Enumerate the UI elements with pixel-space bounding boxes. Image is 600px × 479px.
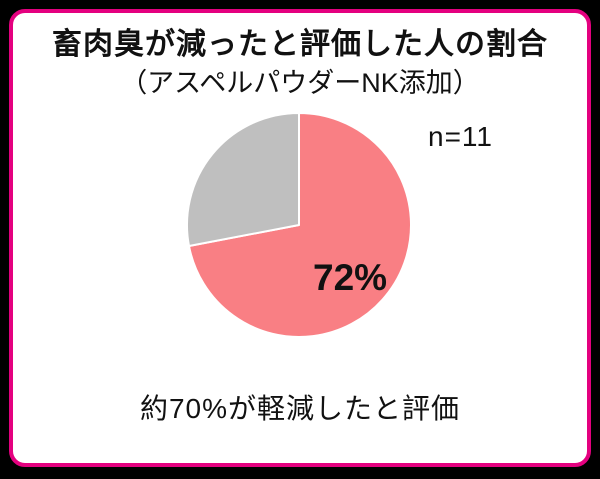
- sample-size-label: n=11: [428, 121, 493, 153]
- chart-area: n=11 72%: [13, 105, 587, 365]
- chart-caption: 約70%が軽減したと評価: [139, 393, 461, 425]
- pie-slice: [186, 112, 300, 248]
- chart-card: 畜肉臭が減ったと評価した人の割合 （アスペルパウダーNK添加） n=11 72%…: [9, 9, 591, 467]
- pie-chart: [186, 112, 412, 339]
- pie-percent-label: 72%: [313, 257, 388, 299]
- chart-subtitle: （アスペルパウダーNK添加）: [120, 68, 480, 98]
- chart-title: 畜肉臭が減ったと評価した人の割合: [52, 28, 548, 61]
